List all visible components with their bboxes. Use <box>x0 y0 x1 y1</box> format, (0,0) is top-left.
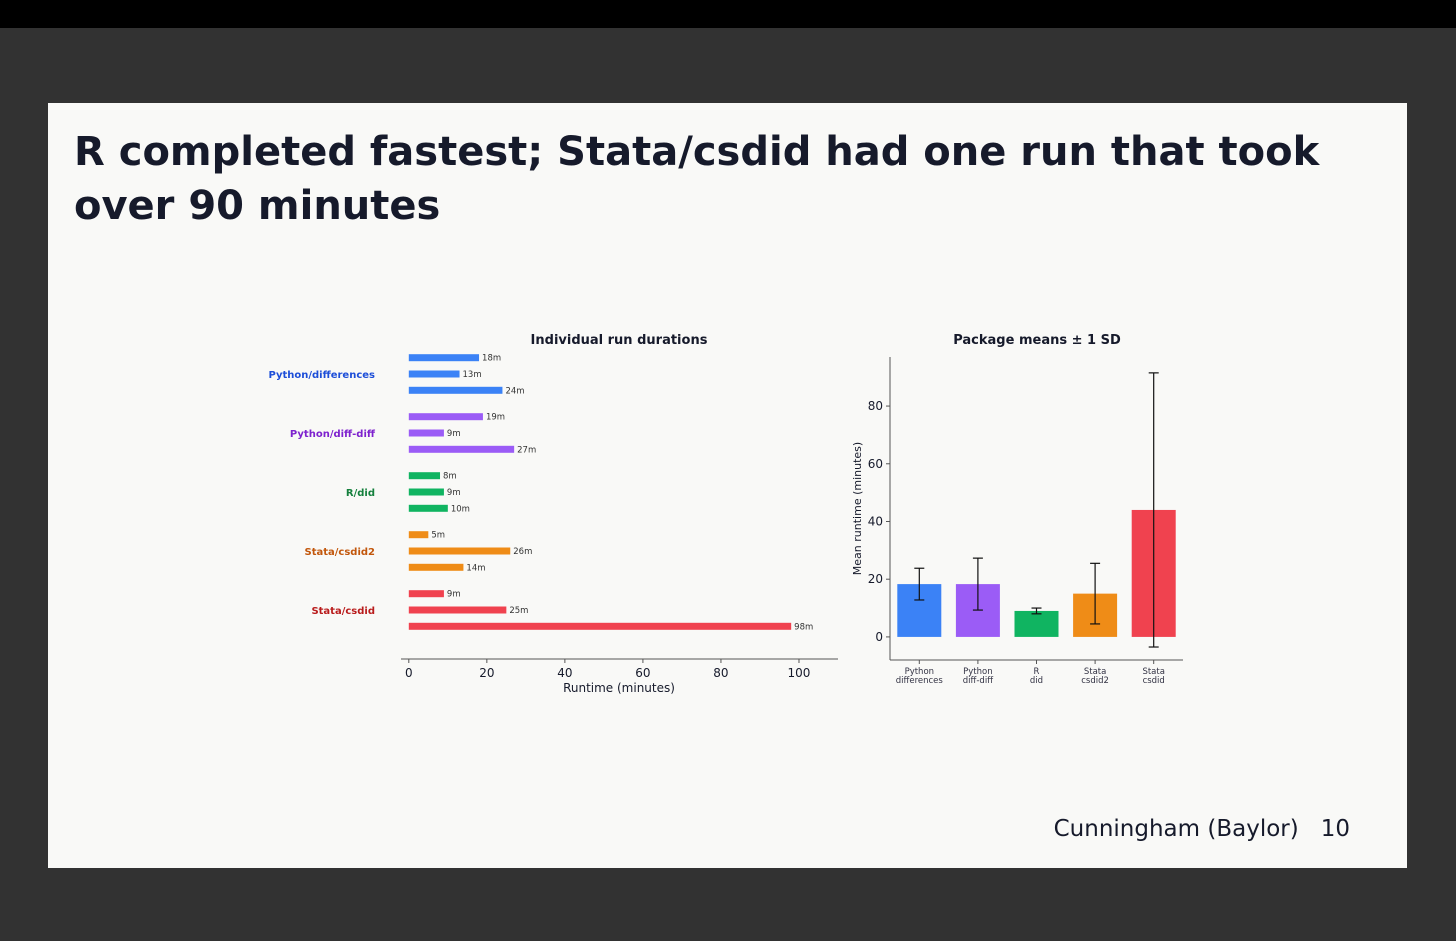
chart1-bar-label: 27m <box>517 445 536 455</box>
chart2-x-tick-label: did <box>1030 676 1043 686</box>
chart1-bar <box>408 445 515 453</box>
chart2-y-tick-label: 40 <box>868 514 883 528</box>
chart1-bar <box>408 429 444 437</box>
chart1-bar-label: 26m <box>513 547 532 557</box>
chart1-title: Individual run durations <box>531 333 708 348</box>
chart1-bar-label: 19m <box>486 413 505 423</box>
chart1-bar-label: 8m <box>443 472 457 482</box>
page-number: 10 <box>1320 816 1350 842</box>
chart1-bar <box>408 354 480 362</box>
chart1-group-label: Stata/csdid <box>311 606 375 617</box>
chart1-bar-label: 5m <box>431 531 445 541</box>
chart1-bar <box>408 370 460 378</box>
chart1-x-tick-label: 100 <box>788 666 811 680</box>
chart1-bar-label: 13m <box>463 370 482 380</box>
window-top-bar <box>0 0 1456 28</box>
footer-author: Cunningham (Baylor) <box>1053 816 1299 842</box>
chart2-bar <box>1014 610 1059 637</box>
chart2-x-tick-label: csdid2 <box>1081 676 1109 686</box>
chart1-group-label: R/did <box>346 488 375 499</box>
chart2-title: Package means ± 1 SD <box>953 333 1121 348</box>
chart1-bar <box>408 488 444 496</box>
chart1-bar-label: 10m <box>451 504 470 514</box>
chart1-bar <box>408 563 464 571</box>
slide-footer: Cunningham (Baylor) 10 <box>1054 816 1350 842</box>
chart1-x-tick-label: 0 <box>405 666 413 680</box>
chart1-bar <box>408 386 503 394</box>
chart1-x-label: Runtime (minutes) <box>563 681 675 695</box>
chart2-x-tick-label: diff-diff <box>963 676 994 686</box>
chart2-y-tick-label: 0 <box>875 630 883 644</box>
chart1-bar <box>408 590 444 598</box>
chart2-x-tick-label: Python <box>905 667 934 677</box>
chart2-y-label: Mean runtime (minutes) <box>851 442 864 575</box>
chart2-x-tick-label: differences <box>896 676 944 686</box>
chart1-bar-label: 9m <box>447 488 461 498</box>
chart1-group-label: Python/diff-diff <box>290 429 376 440</box>
chart2-y-tick-label: 60 <box>868 457 883 471</box>
chart1-group-label: Stata/csdid2 <box>305 547 376 558</box>
chart1-bar <box>408 606 507 614</box>
chart1-x-tick-label: 60 <box>635 666 650 680</box>
chart1-bar-label: 98m <box>794 622 813 632</box>
chart2-y-tick-label: 80 <box>868 399 883 413</box>
chart1-bar-label: 24m <box>505 386 524 396</box>
chart1-bar <box>408 504 448 512</box>
chart2-x-tick-label: R <box>1034 667 1040 677</box>
chart2-x-tick-label: Stata <box>1084 667 1106 677</box>
chart2-x-tick-label: csdid <box>1143 676 1165 686</box>
chart2-x-tick-label: Stata <box>1142 667 1164 677</box>
slide-title: R completed fastest; Stata/csdid had one… <box>74 129 1320 229</box>
figure: Individual run durations 0 20 40 60 80 100 Runt… <box>268 333 1183 695</box>
chart1-bar <box>408 413 483 421</box>
chart1-bar <box>408 622 792 630</box>
chart1-x-tick-label: 40 <box>557 666 572 680</box>
chart1-bar <box>408 547 511 555</box>
chart1-bar-label: 9m <box>447 590 461 600</box>
chart1-bar <box>408 531 429 539</box>
chart1-bar-label: 9m <box>447 429 461 439</box>
chart1-bar-label: 14m <box>466 563 485 573</box>
slide: R completed fastest; Stata/csdid had one… <box>48 103 1407 868</box>
chart1-bar-label: 25m <box>509 606 528 616</box>
chart1-bar <box>408 472 441 480</box>
chart2-x-tick-label: Python <box>963 667 992 677</box>
chart1-x-tick-label: 20 <box>479 666 494 680</box>
chart1-x-tick-label: 80 <box>713 666 728 680</box>
chart1-bar-label: 18m <box>482 354 501 364</box>
chart2-y-tick-label: 20 <box>868 572 883 586</box>
chart1-group-label: Python/differences <box>268 370 375 381</box>
